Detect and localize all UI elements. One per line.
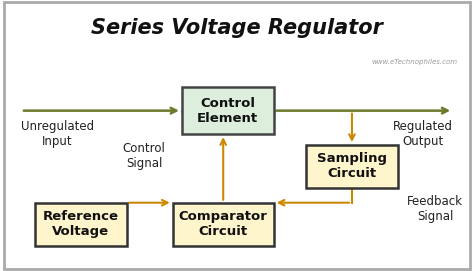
Text: Unregulated
Input: Unregulated Input (21, 120, 94, 148)
Text: Series Voltage Regulator: Series Voltage Regulator (91, 18, 383, 38)
Text: Control
Signal: Control Signal (123, 142, 166, 170)
Text: Reference
Voltage: Reference Voltage (43, 210, 118, 238)
Text: Comparator
Circuit: Comparator Circuit (179, 210, 268, 238)
Text: Sampling
Circuit: Sampling Circuit (317, 152, 387, 180)
FancyBboxPatch shape (306, 145, 398, 188)
Text: Control
Element: Control Element (197, 97, 258, 125)
Text: Feedback
Signal: Feedback Signal (407, 195, 463, 223)
FancyBboxPatch shape (173, 203, 274, 246)
Text: www.eTechnophiles.com: www.eTechnophiles.com (372, 59, 458, 65)
Text: Regulated
Output: Regulated Output (393, 120, 453, 148)
FancyBboxPatch shape (35, 203, 127, 246)
FancyBboxPatch shape (182, 87, 274, 134)
